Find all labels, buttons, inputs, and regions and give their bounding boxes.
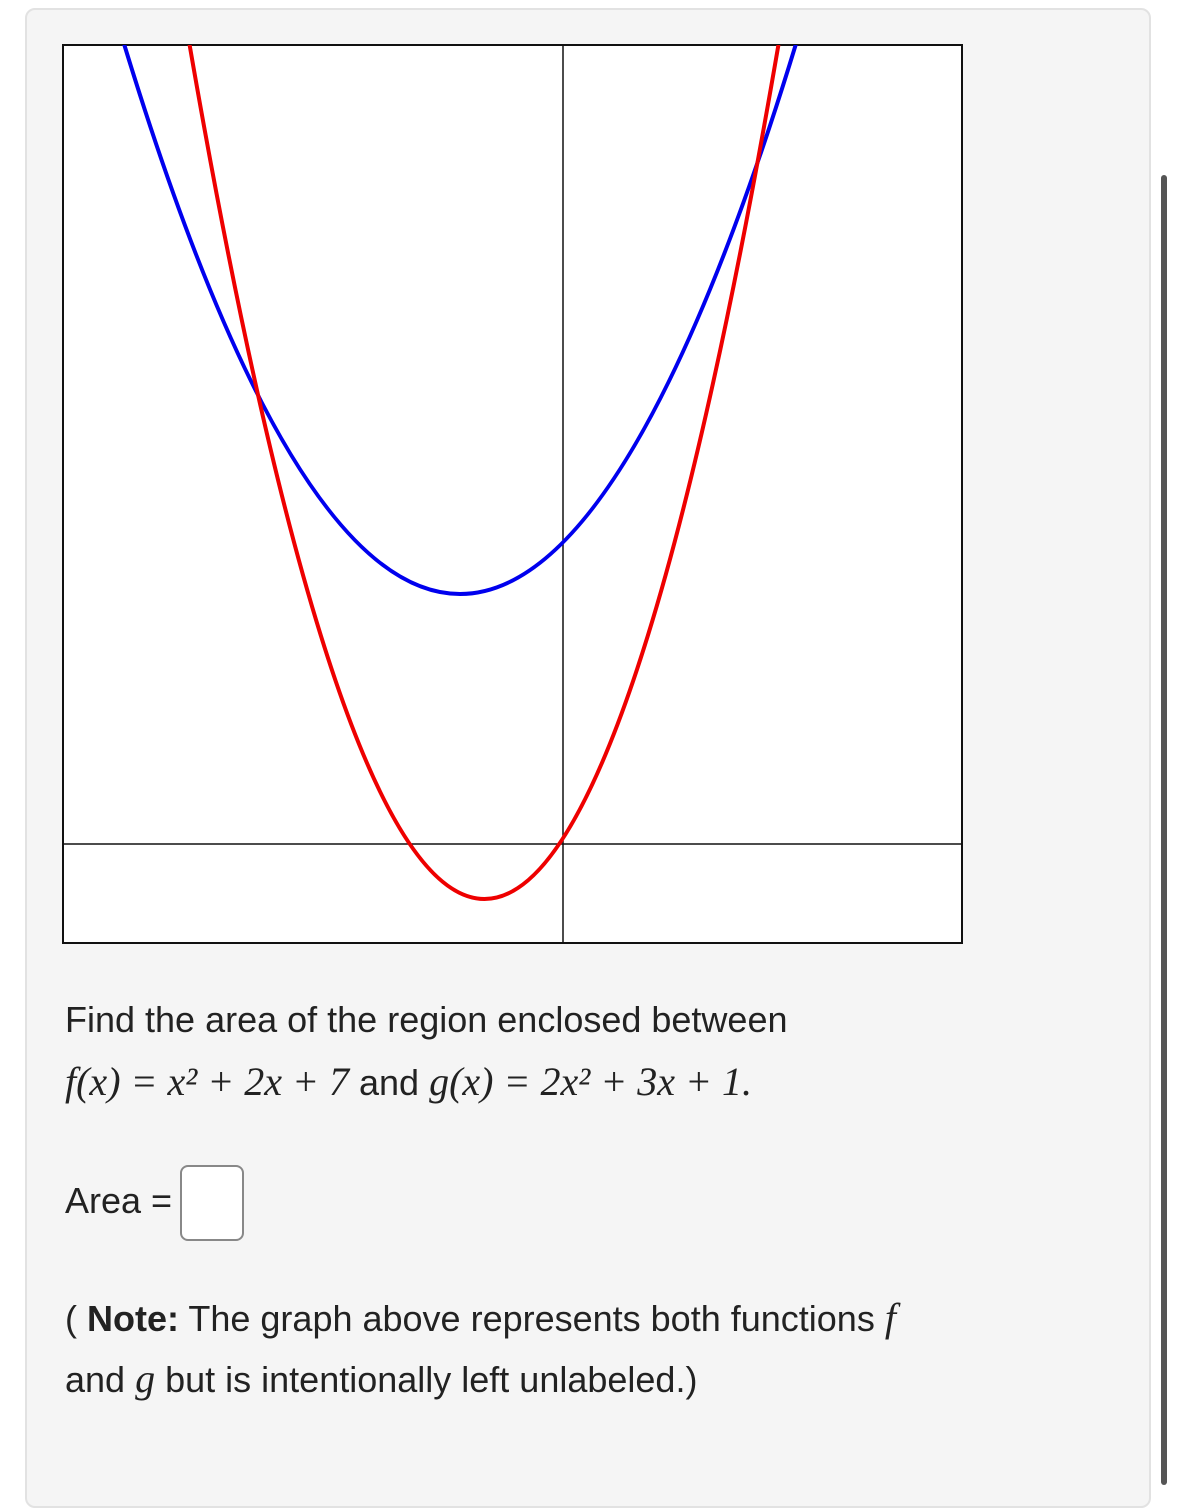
curve-g	[187, 45, 781, 901]
problem-functions: f(x) = x² + 2x + 7 and g(x) = 2x² + 3x +…	[65, 1052, 752, 1113]
symbol-g: g	[135, 1356, 156, 1401]
text: The graph above represents both function…	[188, 1298, 875, 1339]
text: but is intentionally left unlabeled.)	[165, 1359, 698, 1400]
answer-label: Area =	[65, 1180, 173, 1221]
scrollbar	[1161, 175, 1167, 1485]
note-label: Note:	[87, 1298, 180, 1339]
note: ( Note: The graph above represents both …	[65, 1288, 1085, 1410]
symbol-f: f	[884, 1295, 896, 1340]
plot-frame	[62, 44, 963, 944]
text: and	[65, 1359, 126, 1400]
graph	[62, 44, 963, 944]
problem-intro: Find the area of the region enclosed bet…	[65, 999, 788, 1040]
function-f: f(x) = x² + 2x + 7	[65, 1059, 349, 1104]
text: and	[359, 1062, 420, 1103]
answer-input[interactable]	[180, 1165, 245, 1242]
text: (	[65, 1298, 77, 1339]
curve-f	[122, 45, 798, 596]
function-g: g(x) = 2x² + 3x + 1.	[429, 1059, 752, 1104]
answer-row: Area =	[65, 1162, 245, 1242]
